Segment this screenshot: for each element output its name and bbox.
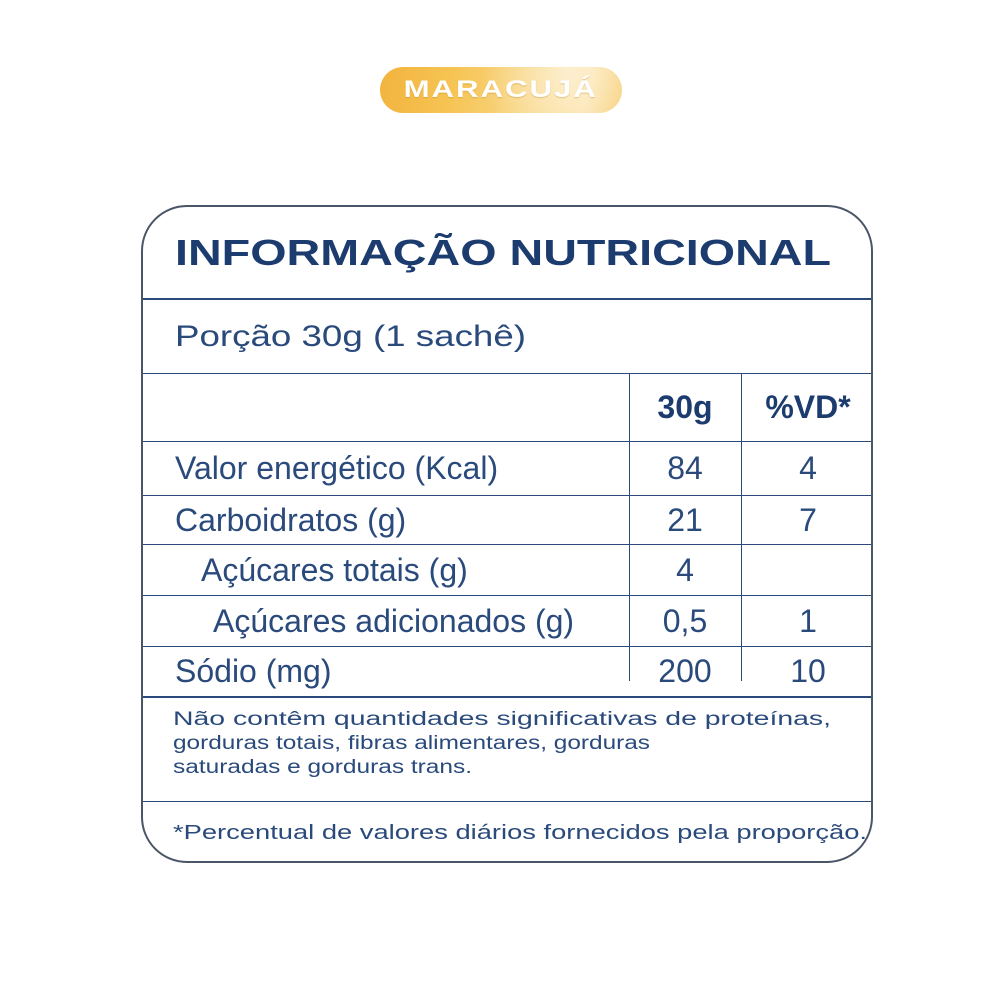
svg-text:Não contêm quantidades signifi: Não contêm quantidades significativas de…: [173, 709, 831, 730]
svg-text:INFORMAÇÃO NUTRICIONAL: INFORMAÇÃO NUTRICIONAL: [175, 231, 831, 273]
svg-text:gorduras totais, fibras alimen: gorduras totais, fibras alimentares, gor…: [173, 733, 650, 754]
svg-text:Porção 30g (1 sachê): Porção 30g (1 sachê): [175, 320, 526, 353]
svg-text:saturadas e gorduras trans.: saturadas e gorduras trans.: [173, 757, 472, 778]
svg-text:*Percentual de valores diários: *Percentual de valores diários fornecido…: [173, 822, 867, 844]
